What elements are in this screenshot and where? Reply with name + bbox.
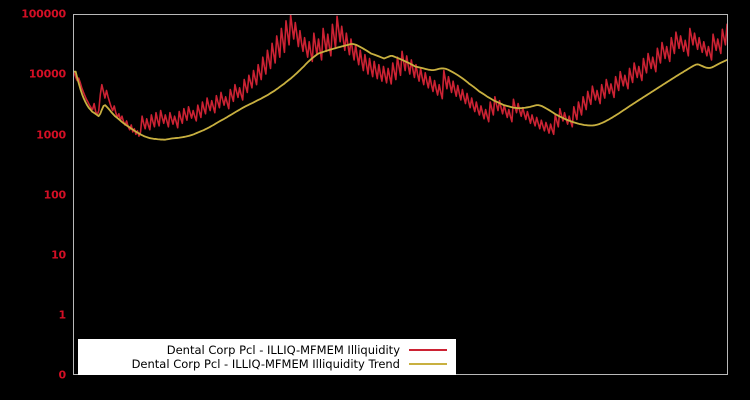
y-tick-label: 10000 <box>28 67 66 81</box>
y-tick-label: 1000 <box>36 128 66 142</box>
y-tick-label: 100000 <box>21 7 66 21</box>
legend-item: Dental Corp Pcl - ILLIQ-MFMEM Illiquidit… <box>83 343 449 357</box>
legend-color-swatch <box>409 349 447 351</box>
y-tick-label: 1 <box>58 308 67 322</box>
legend-label: Dental Corp Pcl - ILLIQ-MFMEM Illiquidit… <box>131 357 400 371</box>
plot-area <box>73 14 728 375</box>
series-group-illiquidity <box>74 15 727 137</box>
legend: Dental Corp Pcl - ILLIQ-MFMEM Illiquidit… <box>78 339 456 375</box>
series-plot <box>74 15 727 141</box>
legend-color-swatch <box>409 363 447 365</box>
y-tick-label: 100 <box>43 188 67 202</box>
line-illiquidity <box>74 15 727 137</box>
legend-label: Dental Corp Pcl - ILLIQ-MFMEM Illiquidit… <box>166 343 400 357</box>
y-tick-label: 0 <box>58 368 67 382</box>
y-axis: 100000 10000 1000 100 10 1 0 <box>0 0 73 400</box>
line-illiquidity-trend <box>74 43 727 141</box>
legend-item: Dental Corp Pcl - ILLIQ-MFMEM Illiquidit… <box>83 357 449 371</box>
y-tick-label: 10 <box>51 248 66 262</box>
series-group-illiquidity-trend <box>74 43 727 141</box>
